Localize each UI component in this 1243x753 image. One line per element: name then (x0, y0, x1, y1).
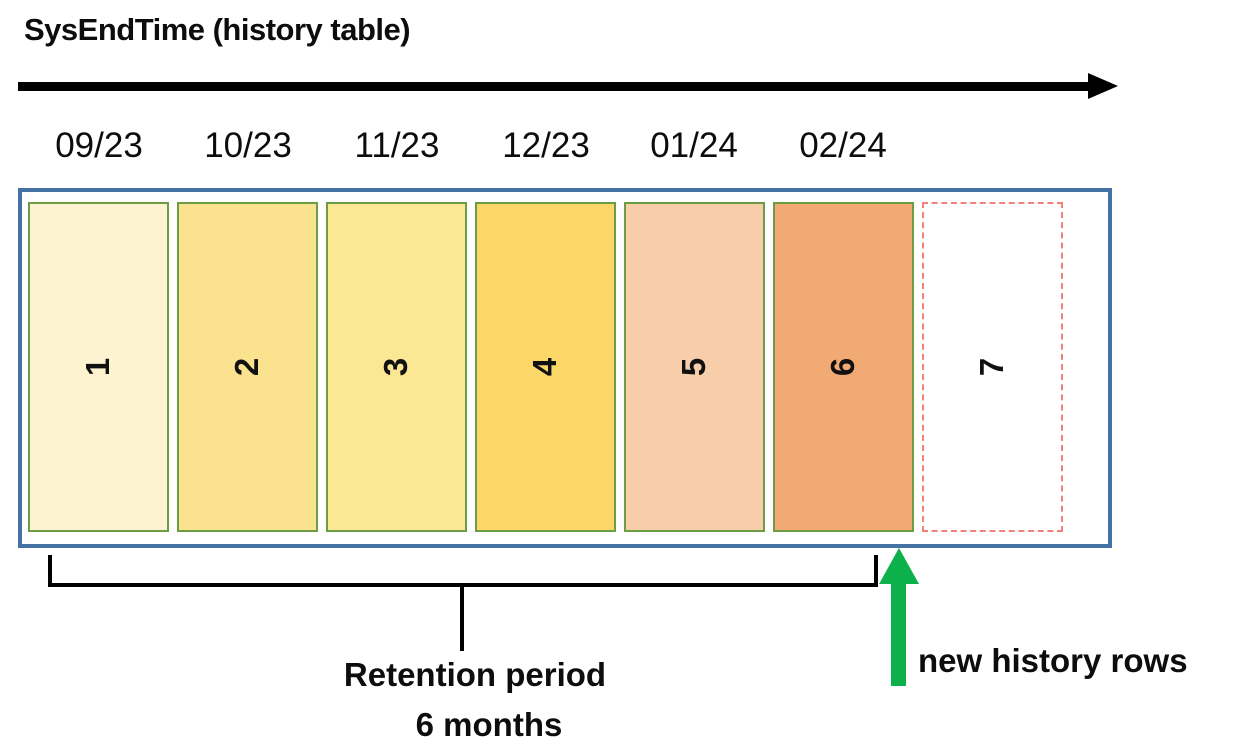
month-label: 02/24 (799, 126, 887, 165)
history-block-3: 3 (326, 202, 467, 532)
retention-period-label: Retention period 6 months (310, 650, 640, 750)
diagram-title: SysEndTime (history table) (24, 12, 411, 47)
month-label: 12/23 (502, 126, 590, 165)
block-number: 6 (824, 357, 862, 377)
history-block-2: 2 (177, 202, 318, 532)
retention-period-text: Retention period (343, 656, 607, 693)
block-number: 3 (377, 357, 415, 377)
month-label: 01/24 (650, 126, 738, 165)
retention-bracket-line (48, 583, 878, 587)
month-label: 09/23 (55, 126, 143, 165)
block-number: 1 (79, 357, 117, 377)
history-block-4: 4 (475, 202, 616, 532)
retention-bracket-center-tick (460, 587, 464, 651)
history-block-1: 1 (28, 202, 169, 532)
history-block-5: 5 (624, 202, 765, 532)
retention-duration-text: 6 months (415, 706, 563, 743)
block-number: 7 (973, 357, 1011, 377)
history-block-6: 6 (773, 202, 914, 532)
block-number: 4 (526, 357, 564, 377)
new-rows-arrow-shaft (891, 578, 906, 686)
month-label: 11/23 (354, 126, 440, 165)
retention-bracket-left-tick (48, 555, 52, 587)
timeline-arrow-head-icon (1088, 73, 1118, 99)
block-number: 5 (675, 357, 713, 377)
month-label: 10/23 (204, 126, 292, 165)
block-number: 2 (228, 357, 266, 377)
retention-bracket-right-tick (874, 555, 878, 587)
new-history-rows-label: new history rows (918, 642, 1188, 679)
timeline-arrow-line (18, 82, 1090, 91)
history-block-7-pending: 7 (922, 202, 1063, 532)
history-table-container: 1 2 3 4 5 6 7 (18, 188, 1112, 548)
new-rows-arrow-head-icon (879, 548, 919, 584)
